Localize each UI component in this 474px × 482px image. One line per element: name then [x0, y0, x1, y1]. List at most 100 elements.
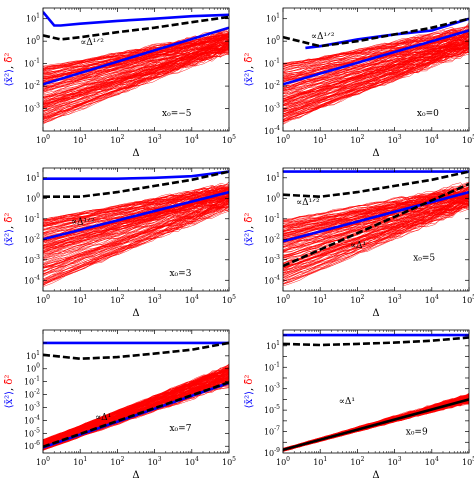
trajectory-line	[283, 188, 469, 247]
trajectory-line	[283, 200, 469, 261]
axes-frame	[42, 167, 230, 292]
trajectory-line	[43, 42, 229, 100]
trajectory-line	[43, 369, 229, 444]
trajectory-line	[283, 182, 469, 228]
annotation-label: ∝Δ¹ᐟ²	[80, 38, 104, 48]
black-series-line	[283, 398, 469, 452]
trajectory-line	[283, 200, 469, 271]
y-tick-label: 10-3	[264, 254, 280, 265]
x-tick-label: 101	[313, 294, 327, 305]
y-tick-label: 10-5	[264, 404, 280, 415]
trajectory-line	[43, 39, 229, 102]
trajectory-line	[283, 192, 469, 227]
x-tick-label: 100	[276, 134, 290, 145]
black-dashed-series-line	[43, 15, 229, 41]
trajectory-line	[283, 201, 469, 265]
x-tick-label: 102	[350, 456, 364, 467]
trajectory-line	[283, 183, 469, 227]
annotation-label: ∝Δ¹ᐟ²	[296, 198, 320, 208]
x-tick-label: 103	[388, 294, 402, 305]
trajectory-line	[43, 51, 229, 118]
plot-area	[283, 333, 469, 452]
trajectory-line	[43, 194, 229, 265]
x-tick-label: 102	[350, 294, 364, 305]
y-tick-label: 10-2	[24, 389, 40, 400]
trajectory-line	[43, 45, 229, 119]
axes-frame	[282, 7, 470, 132]
y-tick-label: 10-4	[24, 414, 40, 425]
trajectory-line	[283, 192, 469, 231]
trajectory-line	[43, 367, 229, 442]
x-tick-label: 103	[148, 294, 162, 305]
trajectory-line	[283, 51, 469, 117]
trajectory-line	[283, 35, 469, 79]
trajectory-line	[43, 187, 229, 231]
trajectory-line	[283, 199, 469, 275]
x-tick-label: 104	[425, 294, 439, 305]
axes-frame	[42, 7, 230, 132]
annotation-label: ∝Δ¹ᐟ²	[311, 32, 335, 42]
trajectory-line	[283, 49, 469, 125]
y-tick-label: 10-1	[24, 58, 40, 69]
y-tick-label: 10-3	[24, 103, 40, 114]
trajectory-line	[43, 195, 229, 248]
trajectory-line	[283, 44, 469, 113]
trajectory-line	[43, 378, 229, 445]
black-dashed-series-line	[283, 336, 469, 347]
trajectory-line	[283, 28, 469, 65]
axes-frame	[42, 329, 230, 454]
trajectory-line	[43, 200, 229, 269]
y-tick-label: 10-4	[24, 274, 40, 285]
trajectory-line	[283, 41, 469, 100]
annotation-label: x₀=7	[169, 424, 191, 434]
trajectory-line	[43, 195, 229, 242]
trajectory-line	[43, 192, 229, 239]
x-tick-label: 101	[73, 456, 87, 467]
trajectory-line	[283, 199, 469, 284]
trajectory-line	[43, 52, 229, 125]
axes-frame	[282, 329, 470, 454]
y-axis-label: ⟨x̄²⟩, δ̄²	[244, 53, 255, 87]
annotation-label: x₀=−5	[162, 109, 192, 119]
x-tick-label: 104	[185, 456, 199, 467]
y-axis-label: ⟨x̄²⟩, δ̄²	[4, 375, 15, 409]
annotation-label: x₀=9	[406, 428, 428, 438]
y-tick-label: 10-3	[24, 401, 40, 412]
y-tick-label: 101	[266, 340, 280, 351]
panel-3: 100 101 102 103 104 105 10-4 10-3 10-2 10-1 100 101…	[4, 167, 236, 319]
panel-2: 100 101 102 103 104 105 10-4 10-3 10-2 10-1 100 101…	[244, 7, 474, 159]
x-tick-label: 104	[425, 456, 439, 467]
x-tick-label: 100	[36, 294, 50, 305]
y-tick-label: 101	[26, 172, 40, 183]
y-axis-label: ⟨x̄²⟩, δ̄²	[4, 53, 15, 87]
trajectory-line	[43, 41, 229, 112]
blue-series-line	[283, 190, 469, 243]
trajectory-line	[43, 385, 229, 451]
annotation-label: x₀=5	[413, 253, 435, 263]
trajectory-line	[283, 35, 469, 83]
trajectory-line	[283, 403, 469, 452]
black-dashed-series-line	[43, 170, 229, 198]
x-tick-label: 102	[110, 294, 124, 305]
trajectory-line	[43, 197, 229, 265]
trajectory-line	[43, 195, 229, 252]
y-tick-label: 10-4	[264, 125, 280, 136]
trajectory-line	[43, 41, 229, 79]
x-tick-label: 103	[388, 134, 402, 145]
plot-area	[43, 11, 229, 125]
y-axis-label: ⟨x̄²⟩, δ̄²	[244, 375, 255, 409]
trajectory-line	[283, 40, 469, 105]
y-axis-label: ⟨x̄²⟩, δ̄²	[244, 213, 255, 247]
trajectory-line	[283, 28, 469, 70]
trajectory-line	[283, 24, 469, 67]
y-tick-label: 10-3	[24, 254, 40, 265]
black-dashed-series-line	[283, 170, 469, 199]
x-axis-label: Δ	[132, 308, 139, 319]
x-tick-label: 102	[110, 456, 124, 467]
trajectory-line	[283, 33, 469, 87]
y-tick-label: 10-1	[24, 213, 40, 224]
trajectory-line	[283, 403, 469, 452]
y-axis-label: ⟨x̄²⟩, δ̄²	[4, 213, 15, 247]
trajectory-line	[43, 209, 229, 284]
